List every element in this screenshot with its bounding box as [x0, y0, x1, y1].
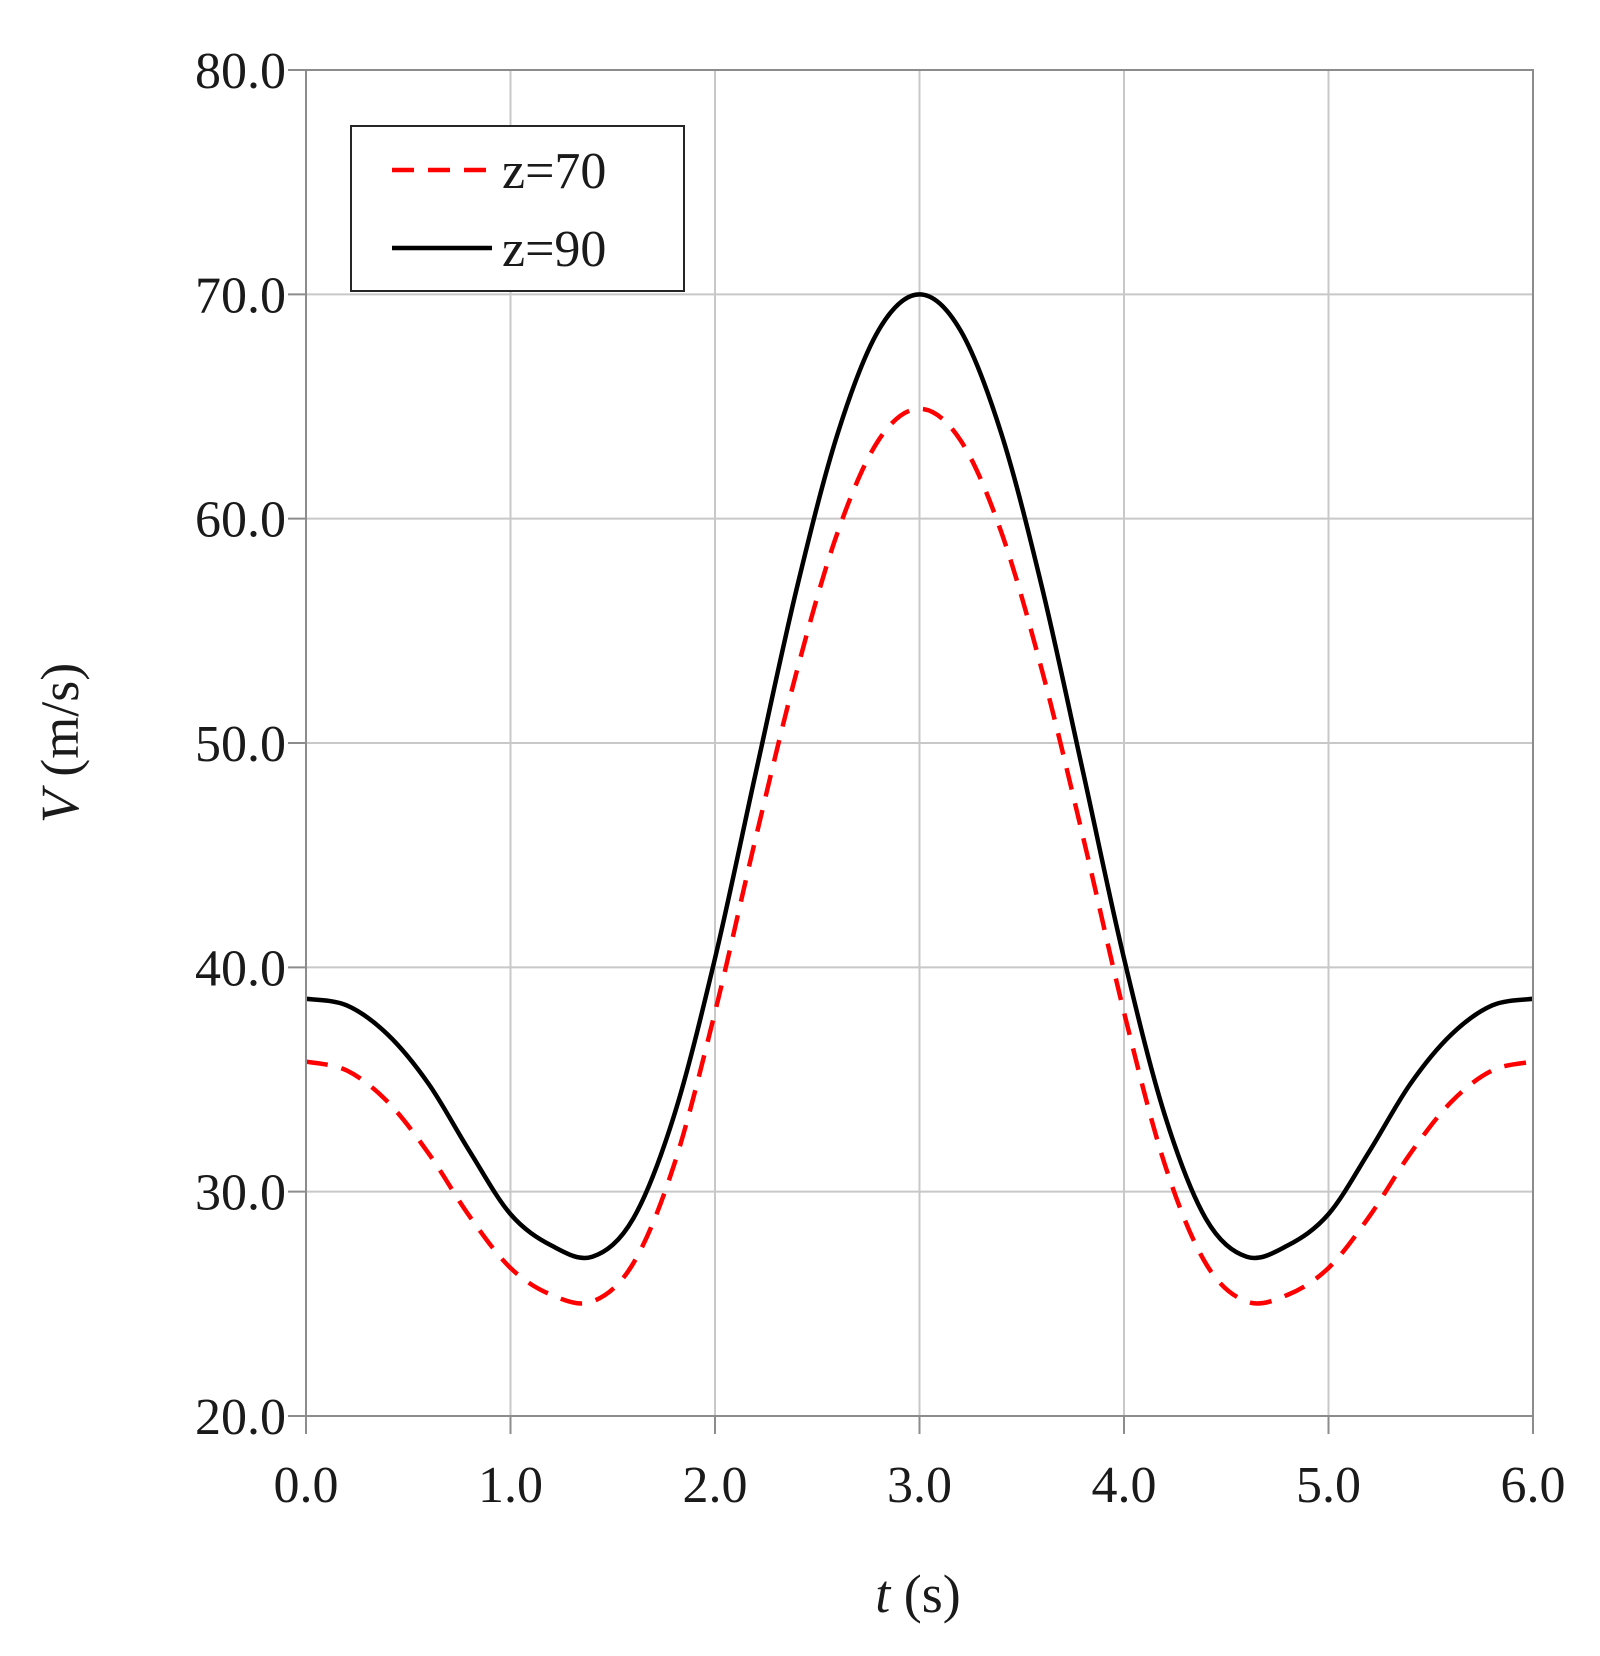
y-tick-label: 40.0	[195, 940, 286, 997]
legend-label-z90: z=90	[502, 221, 606, 278]
x-axis-variable: t	[875, 1564, 892, 1624]
x-tick-label: 0.0	[274, 1457, 339, 1514]
legend: z=70 z=90	[350, 125, 685, 292]
y-tick-label: 50.0	[195, 716, 286, 773]
x-tick-label: 1.0	[478, 1457, 543, 1514]
x-axis-title: t (s)	[875, 1564, 961, 1624]
y-tick-label: 60.0	[195, 492, 286, 549]
legend-box	[350, 125, 685, 292]
x-axis-ticks: 0.0 1.0 2.0 3.0 4.0 5.0 6.0	[274, 1416, 1566, 1514]
x-axis-unit: (s)	[890, 1564, 960, 1624]
x-tick-label: 3.0	[887, 1457, 952, 1514]
x-tick-label: 2.0	[683, 1457, 748, 1514]
y-axis-ticks: 20.0 30.0 40.0 50.0 60.0 70.0 80.0	[195, 43, 306, 1446]
y-tick-label: 30.0	[195, 1165, 286, 1222]
legend-label-z70: z=70	[502, 143, 606, 200]
x-tick-label: 5.0	[1296, 1457, 1361, 1514]
y-tick-label: 20.0	[195, 1389, 286, 1446]
x-tick-label: 4.0	[1092, 1457, 1157, 1514]
y-tick-label: 70.0	[195, 267, 286, 324]
series-line-z70	[305, 406, 1534, 1306]
x-tick-label: 6.0	[1501, 1457, 1566, 1514]
y-axis-unit: (m/s)	[30, 663, 90, 791]
y-axis-title: V (m/s)	[30, 663, 90, 824]
plot-frame	[305, 69, 1534, 1417]
series-line-z90	[305, 292, 1534, 1261]
series-lines	[305, 292, 1534, 1306]
y-tick-label: 80.0	[195, 43, 286, 100]
y-axis-variable: V	[30, 784, 90, 823]
